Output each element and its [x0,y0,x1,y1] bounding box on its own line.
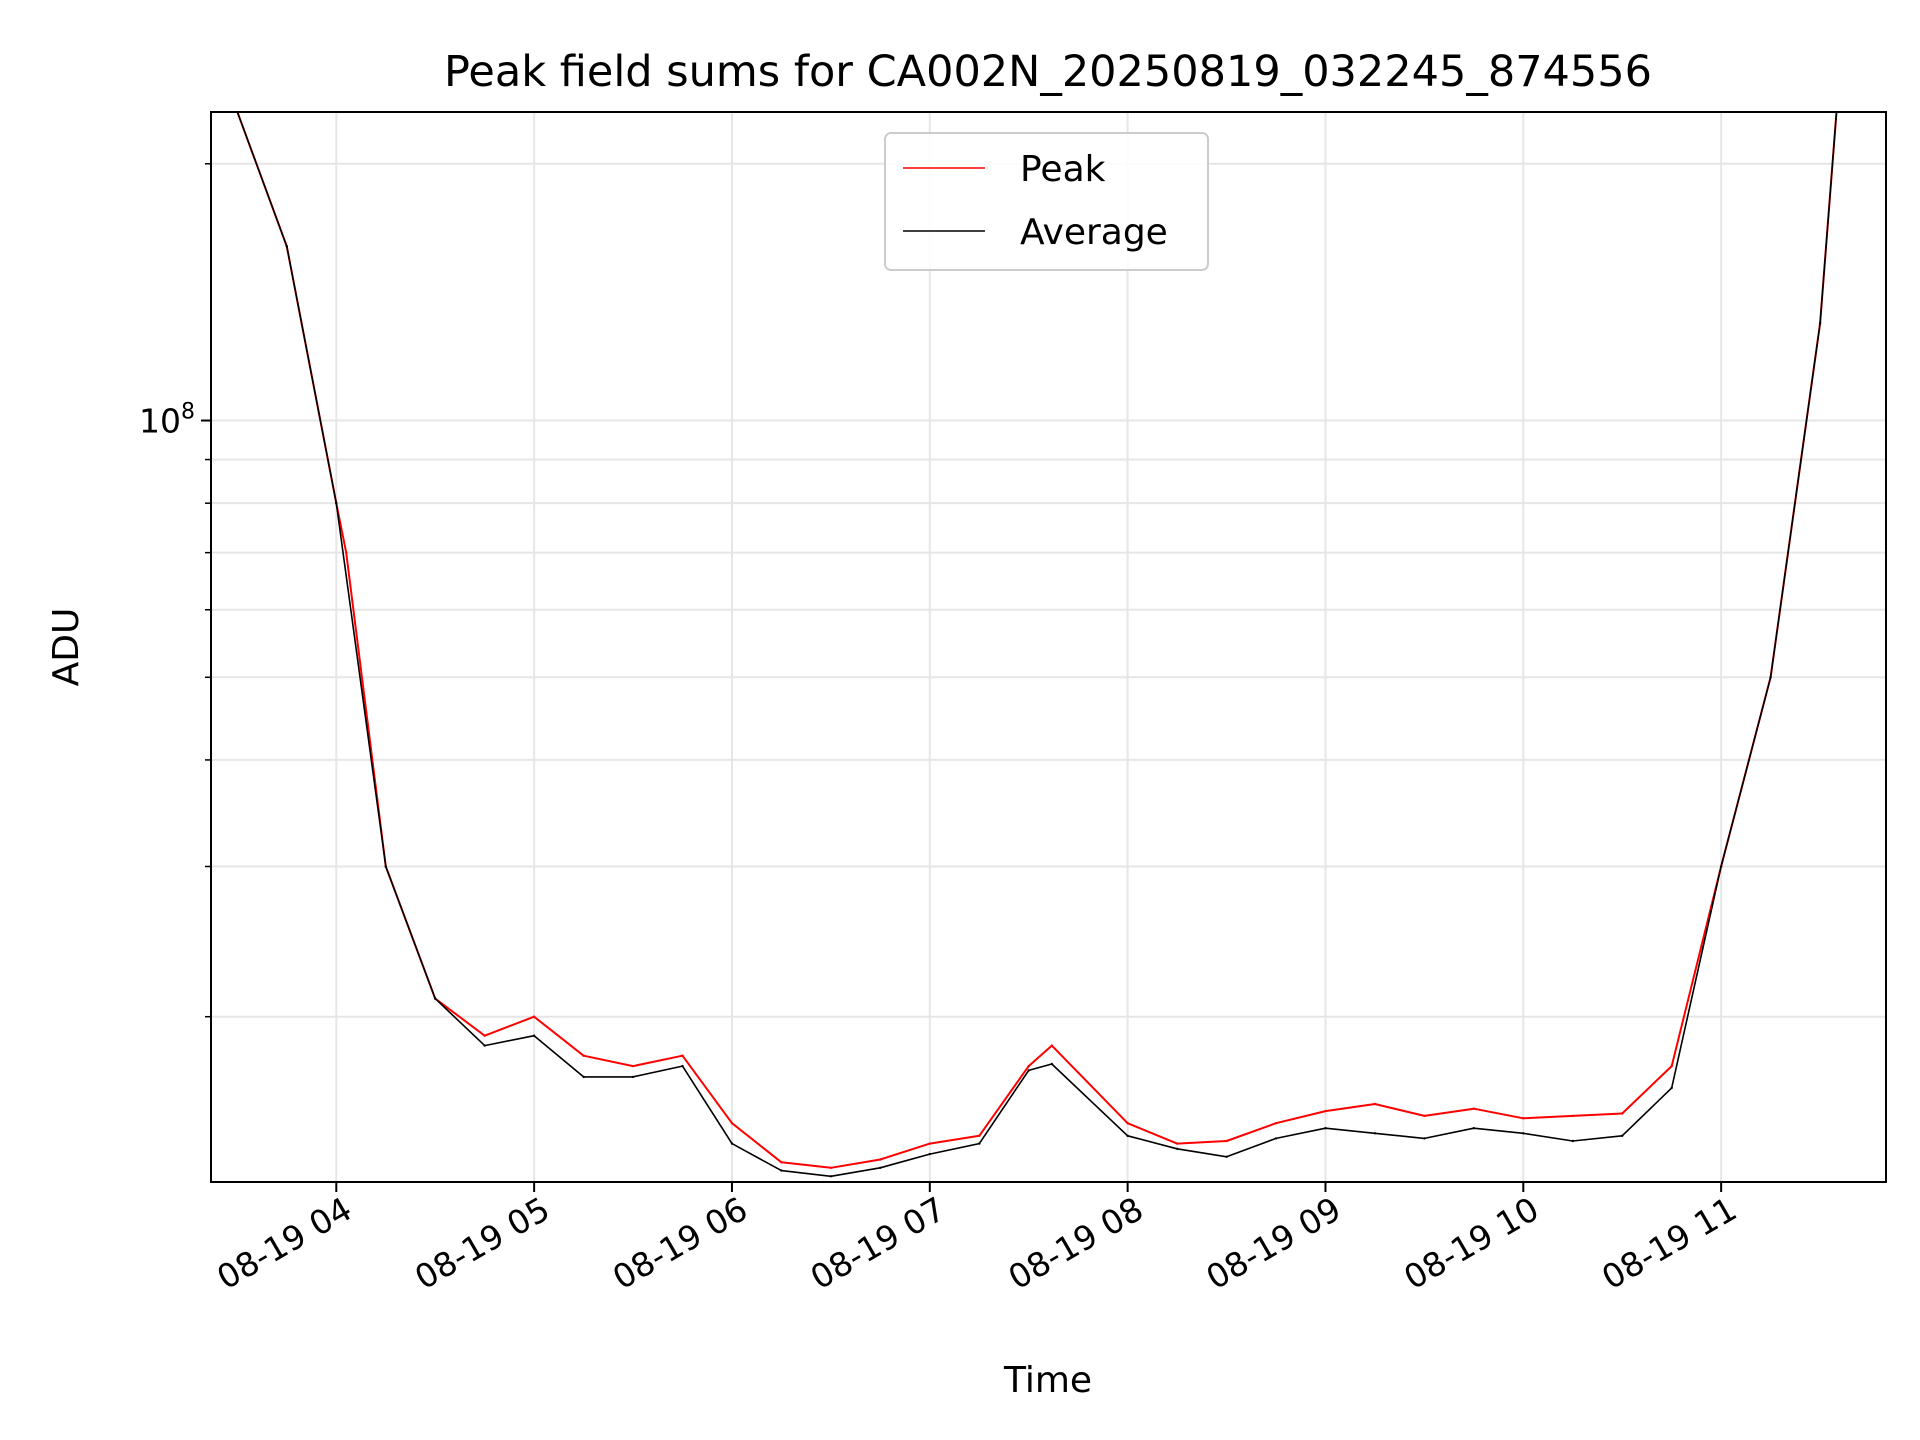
data-point-average [1571,1139,1575,1143]
data-point-average [1769,676,1772,679]
data-point-average [434,997,437,1000]
data-point-average [1126,1134,1129,1138]
grid [211,112,1886,1182]
data-point-average [1423,1137,1426,1140]
legend-label-average: Average [1020,212,1168,253]
data-point-peak [1274,1122,1278,1125]
data-point-average [1818,322,1822,325]
data-point-average [582,1075,585,1079]
data-point-average [1719,865,1723,868]
y-axis: 108 [139,163,211,1018]
y-tick-label: 108 [139,400,195,441]
data-point-average [978,1142,981,1145]
data-point-peak [1621,1112,1624,1115]
data-point-peak [730,1122,734,1125]
data-point-peak [928,1142,931,1145]
chart-title: Peak field sums for CA002N_20250819_0322… [444,47,1652,97]
data-point-average [483,1044,486,1047]
data-point-average [631,1075,635,1079]
data-point-average [335,502,338,505]
data-point-peak [1126,1122,1129,1125]
data-point-peak [532,1015,536,1018]
data-point-average [1670,1086,1673,1090]
y-axis-label: ADU [46,608,87,687]
legend-label-peak: Peak [1020,149,1106,190]
data-point-peak [1225,1139,1228,1143]
plot-frame [210,111,1887,1183]
data-point-average [532,1034,536,1037]
data-point-average [1472,1127,1476,1130]
series-line-average [236,112,1838,1178]
data-point-peak [1175,1142,1179,1145]
data-point-average [829,1175,833,1178]
data-point-peak [345,551,348,554]
x-axis-label: Time [1003,1360,1092,1401]
legend: Peak Average [884,132,1209,271]
data-point-average [1274,1137,1278,1140]
data-point-average [681,1064,684,1068]
data-point-peak [978,1134,981,1138]
data-point-average [730,1142,734,1145]
data-point-peak [1423,1114,1426,1118]
data-point-peak [1472,1107,1476,1110]
data-point-average [1225,1155,1228,1159]
data-point-peak [582,1054,585,1057]
data-point-peak [483,1034,486,1037]
data-point-average [879,1166,882,1170]
data-point-peak [1571,1114,1575,1118]
data-point-average [1621,1134,1624,1138]
data-point-average [780,1169,783,1172]
data-point-peak [879,1158,882,1161]
data-point-average [1324,1127,1327,1130]
data-point-peak [1050,1044,1054,1047]
data-point-peak [829,1166,833,1170]
data-point-average [285,245,288,248]
data-point-peak [780,1161,783,1164]
data-point-average [1050,1062,1054,1066]
data-point-peak [1522,1117,1525,1120]
data-point-peak [1670,1064,1673,1068]
data-point-peak [681,1054,684,1057]
data-point-average [1373,1132,1377,1135]
data-point-peak [1324,1109,1327,1113]
data-point-average [384,865,387,868]
data-point-average [1027,1069,1030,1072]
data-point-average [1175,1147,1179,1151]
data-point-peak [1027,1064,1030,1068]
data-point-peak [1373,1102,1377,1106]
data-point-average [1522,1132,1525,1135]
data-point-average [928,1152,931,1156]
data-point-peak [631,1064,635,1068]
